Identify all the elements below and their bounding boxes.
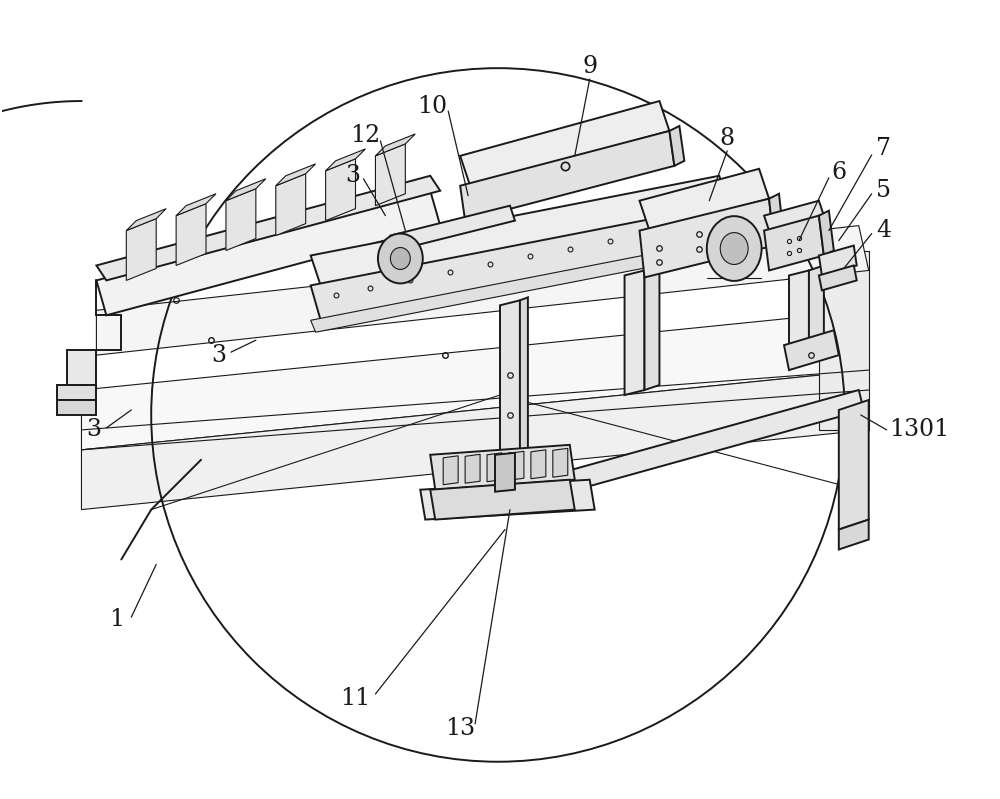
Polygon shape bbox=[819, 251, 869, 430]
Polygon shape bbox=[96, 176, 440, 280]
Polygon shape bbox=[640, 169, 769, 231]
Polygon shape bbox=[81, 310, 869, 450]
Polygon shape bbox=[839, 519, 869, 550]
Text: 3: 3 bbox=[86, 419, 101, 441]
Polygon shape bbox=[809, 265, 824, 340]
Polygon shape bbox=[126, 219, 156, 280]
Polygon shape bbox=[764, 201, 824, 231]
Polygon shape bbox=[311, 205, 729, 320]
Polygon shape bbox=[311, 240, 724, 332]
Polygon shape bbox=[819, 265, 857, 290]
Polygon shape bbox=[500, 390, 864, 510]
Polygon shape bbox=[276, 174, 306, 236]
Text: 9: 9 bbox=[582, 54, 597, 78]
Polygon shape bbox=[784, 330, 839, 370]
Polygon shape bbox=[226, 189, 256, 251]
Polygon shape bbox=[375, 134, 415, 156]
Polygon shape bbox=[176, 204, 206, 265]
Polygon shape bbox=[839, 400, 869, 530]
Text: 11: 11 bbox=[340, 687, 371, 710]
Polygon shape bbox=[126, 209, 166, 231]
Text: 6: 6 bbox=[831, 161, 846, 185]
Polygon shape bbox=[326, 159, 356, 221]
Ellipse shape bbox=[707, 217, 762, 281]
Polygon shape bbox=[819, 211, 834, 256]
Text: 7: 7 bbox=[876, 137, 891, 161]
Polygon shape bbox=[96, 225, 869, 355]
Ellipse shape bbox=[720, 233, 748, 264]
Polygon shape bbox=[311, 176, 729, 285]
Polygon shape bbox=[487, 453, 502, 482]
Polygon shape bbox=[789, 270, 809, 345]
Text: 8: 8 bbox=[720, 127, 735, 150]
Polygon shape bbox=[625, 270, 644, 395]
Ellipse shape bbox=[390, 248, 410, 269]
Text: 1: 1 bbox=[109, 608, 124, 630]
Ellipse shape bbox=[378, 233, 423, 284]
Polygon shape bbox=[176, 193, 216, 216]
Polygon shape bbox=[465, 455, 480, 483]
Polygon shape bbox=[509, 451, 524, 480]
Text: 1301: 1301 bbox=[889, 419, 949, 441]
Polygon shape bbox=[430, 445, 575, 490]
Polygon shape bbox=[669, 126, 684, 166]
Polygon shape bbox=[57, 400, 96, 415]
Text: 4: 4 bbox=[876, 219, 891, 242]
Polygon shape bbox=[390, 205, 515, 251]
Polygon shape bbox=[640, 199, 774, 277]
Text: 12: 12 bbox=[350, 125, 381, 148]
Polygon shape bbox=[67, 350, 96, 390]
Polygon shape bbox=[81, 370, 869, 510]
Polygon shape bbox=[531, 450, 546, 479]
Text: 10: 10 bbox=[417, 94, 447, 117]
Polygon shape bbox=[375, 144, 405, 205]
Polygon shape bbox=[644, 265, 659, 390]
Polygon shape bbox=[96, 191, 440, 316]
Polygon shape bbox=[769, 193, 784, 245]
Polygon shape bbox=[819, 245, 857, 276]
Polygon shape bbox=[430, 479, 575, 519]
Polygon shape bbox=[520, 297, 528, 485]
Polygon shape bbox=[553, 448, 568, 477]
Polygon shape bbox=[495, 453, 515, 491]
Text: 3: 3 bbox=[345, 165, 360, 187]
Polygon shape bbox=[460, 101, 669, 185]
Polygon shape bbox=[500, 300, 520, 490]
Polygon shape bbox=[276, 164, 316, 185]
Polygon shape bbox=[57, 385, 96, 400]
Polygon shape bbox=[226, 179, 266, 201]
Text: 5: 5 bbox=[876, 179, 891, 202]
Text: 13: 13 bbox=[445, 718, 475, 741]
Text: 3: 3 bbox=[211, 344, 226, 367]
Polygon shape bbox=[420, 479, 595, 519]
Polygon shape bbox=[460, 131, 674, 221]
Polygon shape bbox=[443, 455, 458, 485]
Polygon shape bbox=[764, 216, 824, 270]
Polygon shape bbox=[326, 149, 365, 171]
